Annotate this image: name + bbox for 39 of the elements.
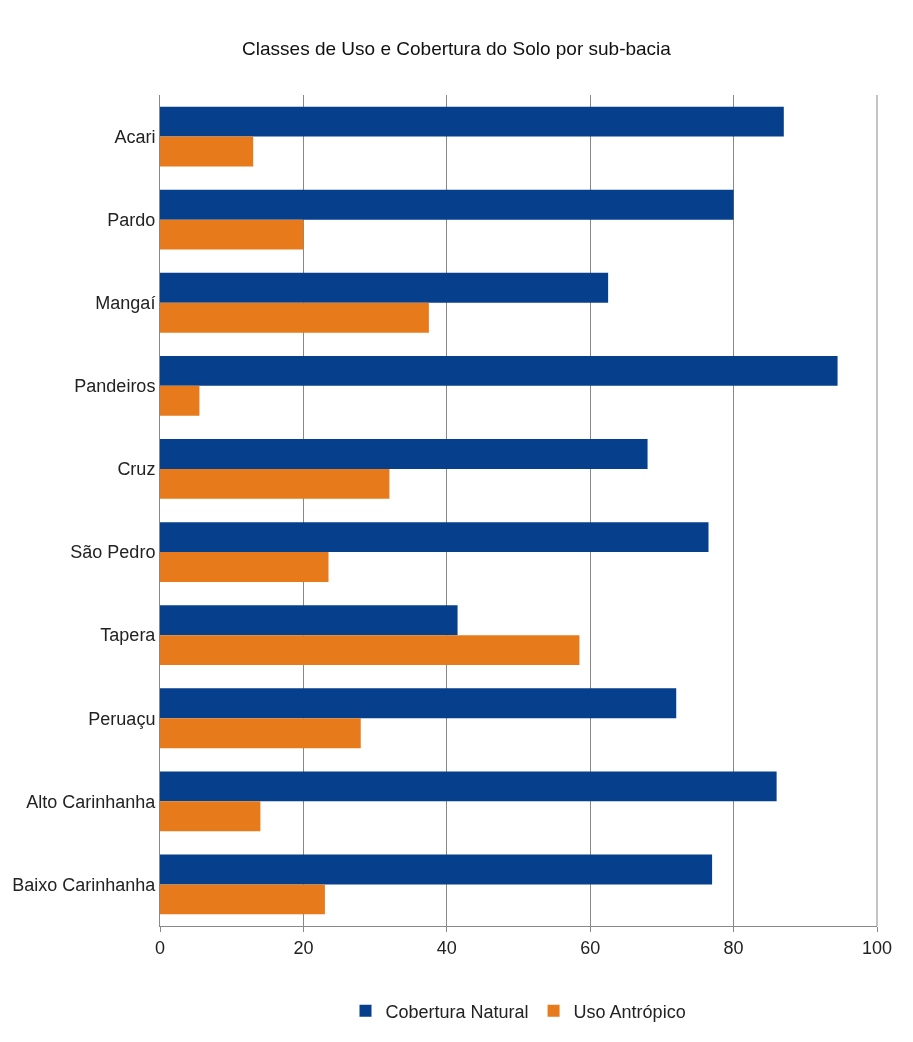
bar <box>160 219 304 250</box>
y-tick-label: Pardo <box>107 209 156 230</box>
bar <box>160 136 254 167</box>
bar <box>160 272 609 303</box>
bar <box>160 718 361 749</box>
bar <box>160 189 734 220</box>
legend-label: Uso Antrópico <box>573 1001 686 1022</box>
x-tick-label: 0 <box>154 937 166 958</box>
bar <box>160 884 325 915</box>
y-tick-label: Baixo Carinhanha <box>12 874 157 895</box>
bar <box>160 605 458 636</box>
x-tick-label: 60 <box>580 937 601 958</box>
bar <box>160 468 390 499</box>
bar <box>160 552 329 582</box>
y-tick-label: Cruz <box>117 459 156 480</box>
bar <box>160 635 580 666</box>
bar <box>160 106 784 137</box>
x-tick-label: 20 <box>293 937 314 958</box>
y-tick-label: Alto Carinhanha <box>26 791 157 812</box>
bar <box>160 801 261 832</box>
x-tick-label: 100 <box>861 937 893 958</box>
y-tick-label: Pandeiros <box>74 376 156 397</box>
x-tick-label: 80 <box>723 937 744 958</box>
bar <box>160 771 777 802</box>
bar <box>160 522 709 553</box>
y-tick-label: Acari <box>114 126 156 147</box>
bar <box>160 688 677 719</box>
y-tick-label: Peruaçu <box>88 708 156 729</box>
y-tick-label: São Pedro <box>70 542 156 563</box>
chart-title: Classes de Uso e Cobertura do Solo por sub-bacia <box>242 37 672 59</box>
bar <box>160 439 648 469</box>
bar <box>160 355 838 386</box>
legend-label: Cobertura Natural <box>385 1001 529 1022</box>
bar <box>160 854 713 885</box>
y-tick-label: Tapera <box>100 625 157 646</box>
bar <box>160 385 200 416</box>
y-tick-label: Mangaí <box>95 293 156 314</box>
x-tick-label: 40 <box>436 937 457 958</box>
bar <box>160 302 429 333</box>
